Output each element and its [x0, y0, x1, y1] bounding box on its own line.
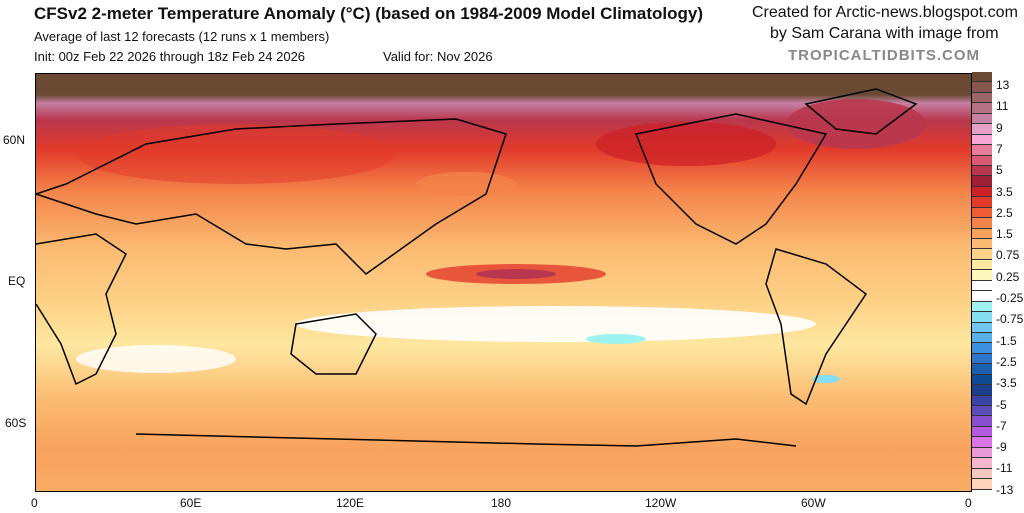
colorbar-swatch: [972, 364, 992, 375]
colorbar-swatch: [972, 301, 992, 313]
colorbar-swatch: [972, 228, 992, 239]
colorbar-swatch: [972, 92, 992, 104]
colorbar-label: 0.75: [996, 248, 1020, 263]
cool-region: [296, 306, 816, 342]
colorbar-swatch: [972, 437, 992, 448]
colorbar-swatch: [972, 82, 992, 93]
colorbar-label: -13: [996, 482, 1014, 497]
colorbar-label: -7: [996, 418, 1007, 433]
lon-label: 60W: [801, 496, 826, 510]
lon-label: 60E: [180, 496, 202, 510]
colorbar-label: 13: [996, 78, 1010, 92]
credit-line-1: Created for Arctic-news.blogspot.com: [752, 4, 1018, 21]
colorbar-label: 5: [996, 163, 1003, 178]
colorbar-swatch: [972, 468, 992, 480]
colorbar-label: 2.5: [996, 205, 1013, 220]
colorbar-swatch: [972, 249, 992, 260]
colorbar: [972, 72, 992, 490]
lat-label: 60N: [3, 133, 26, 147]
colorbar-swatch: [972, 353, 992, 365]
colorbar-label: 3.5: [996, 184, 1013, 199]
colorbar-swatch: [972, 374, 992, 386]
lat-label: 60S: [5, 416, 27, 430]
lon-label: 120W: [645, 496, 677, 510]
colorbar-swatch: [972, 103, 992, 114]
colorbar-label: -11: [996, 461, 1013, 476]
colorbar-swatch: [972, 270, 992, 281]
colorbar-label: -0.25: [996, 291, 1024, 305]
colorbar-swatch: [972, 322, 992, 333]
credit-line-2: by Sam Carana with image from: [770, 25, 999, 42]
colorbar-swatch: [972, 259, 992, 271]
colorbar-swatch: [972, 134, 992, 146]
chart-title: CFSv2 2-meter Temperature Anomaly (°C) (…: [34, 4, 704, 23]
colorbar-swatch: [972, 218, 992, 229]
colorbar-label: -9: [996, 440, 1007, 455]
colorbar-swatch: [972, 72, 992, 83]
colorbar-swatch: [972, 447, 992, 459]
colorbar-swatch: [972, 280, 992, 292]
colorbar-swatch: [972, 395, 992, 406]
colorbar-swatch: [972, 312, 992, 323]
colorbar-swatch: [972, 165, 992, 177]
colorbar-label: -1.5: [996, 333, 1017, 348]
colorbar-swatch: [972, 385, 992, 396]
colorbar-swatch: [972, 145, 992, 156]
colorbar-swatch: [972, 479, 992, 490]
init-time: Init: 00z Feb 22 2026 through 18z Feb 24…: [34, 49, 306, 64]
colorbar-swatch: [972, 186, 992, 198]
temperature-anomaly-map: [35, 73, 972, 492]
colorbar-label: -3.5: [996, 376, 1017, 391]
colorbar-swatch: [972, 406, 992, 417]
valid-time: Valid for: Nov 2026: [383, 49, 493, 64]
lon-label: 0: [31, 496, 38, 510]
colorbar-label: -0.75: [996, 312, 1024, 327]
lat-label: EQ: [8, 274, 26, 288]
lon-label: 0: [965, 496, 972, 510]
colorbar-swatch: [972, 426, 992, 438]
colorbar-swatch: [972, 416, 992, 427]
colorbar-swatch: [972, 176, 992, 187]
colorbar-swatch: [972, 155, 992, 166]
colorbar-swatch: [972, 239, 992, 250]
colorbar-swatch: [972, 207, 992, 219]
colorbar-swatch: [972, 332, 992, 344]
lon-label: 120E: [336, 496, 365, 510]
colorbar-label: 11: [996, 99, 1009, 114]
colorbar-swatch: [972, 197, 992, 208]
colorbar-label: 0.25: [996, 269, 1020, 284]
colorbar-swatch: [972, 113, 992, 125]
colorbar-swatch: [972, 291, 992, 302]
colorbar-label: -5: [996, 397, 1007, 412]
subtitle: Average of last 12 forecasts (12 runs x …: [34, 29, 330, 44]
colorbar-label: 7: [996, 141, 1003, 156]
coastlines: [36, 88, 918, 447]
lon-label: 180: [491, 496, 512, 510]
colorbar-swatch: [972, 458, 992, 469]
colorbar-label: 1.5: [996, 227, 1013, 242]
colorbar-swatch: [972, 124, 992, 135]
colorbar-label: 9: [996, 120, 1003, 135]
colorbar-label: -2.5: [996, 354, 1017, 369]
credit-source: TROPICALTIDBITS.COM: [788, 47, 981, 64]
colorbar-swatch: [972, 343, 992, 354]
